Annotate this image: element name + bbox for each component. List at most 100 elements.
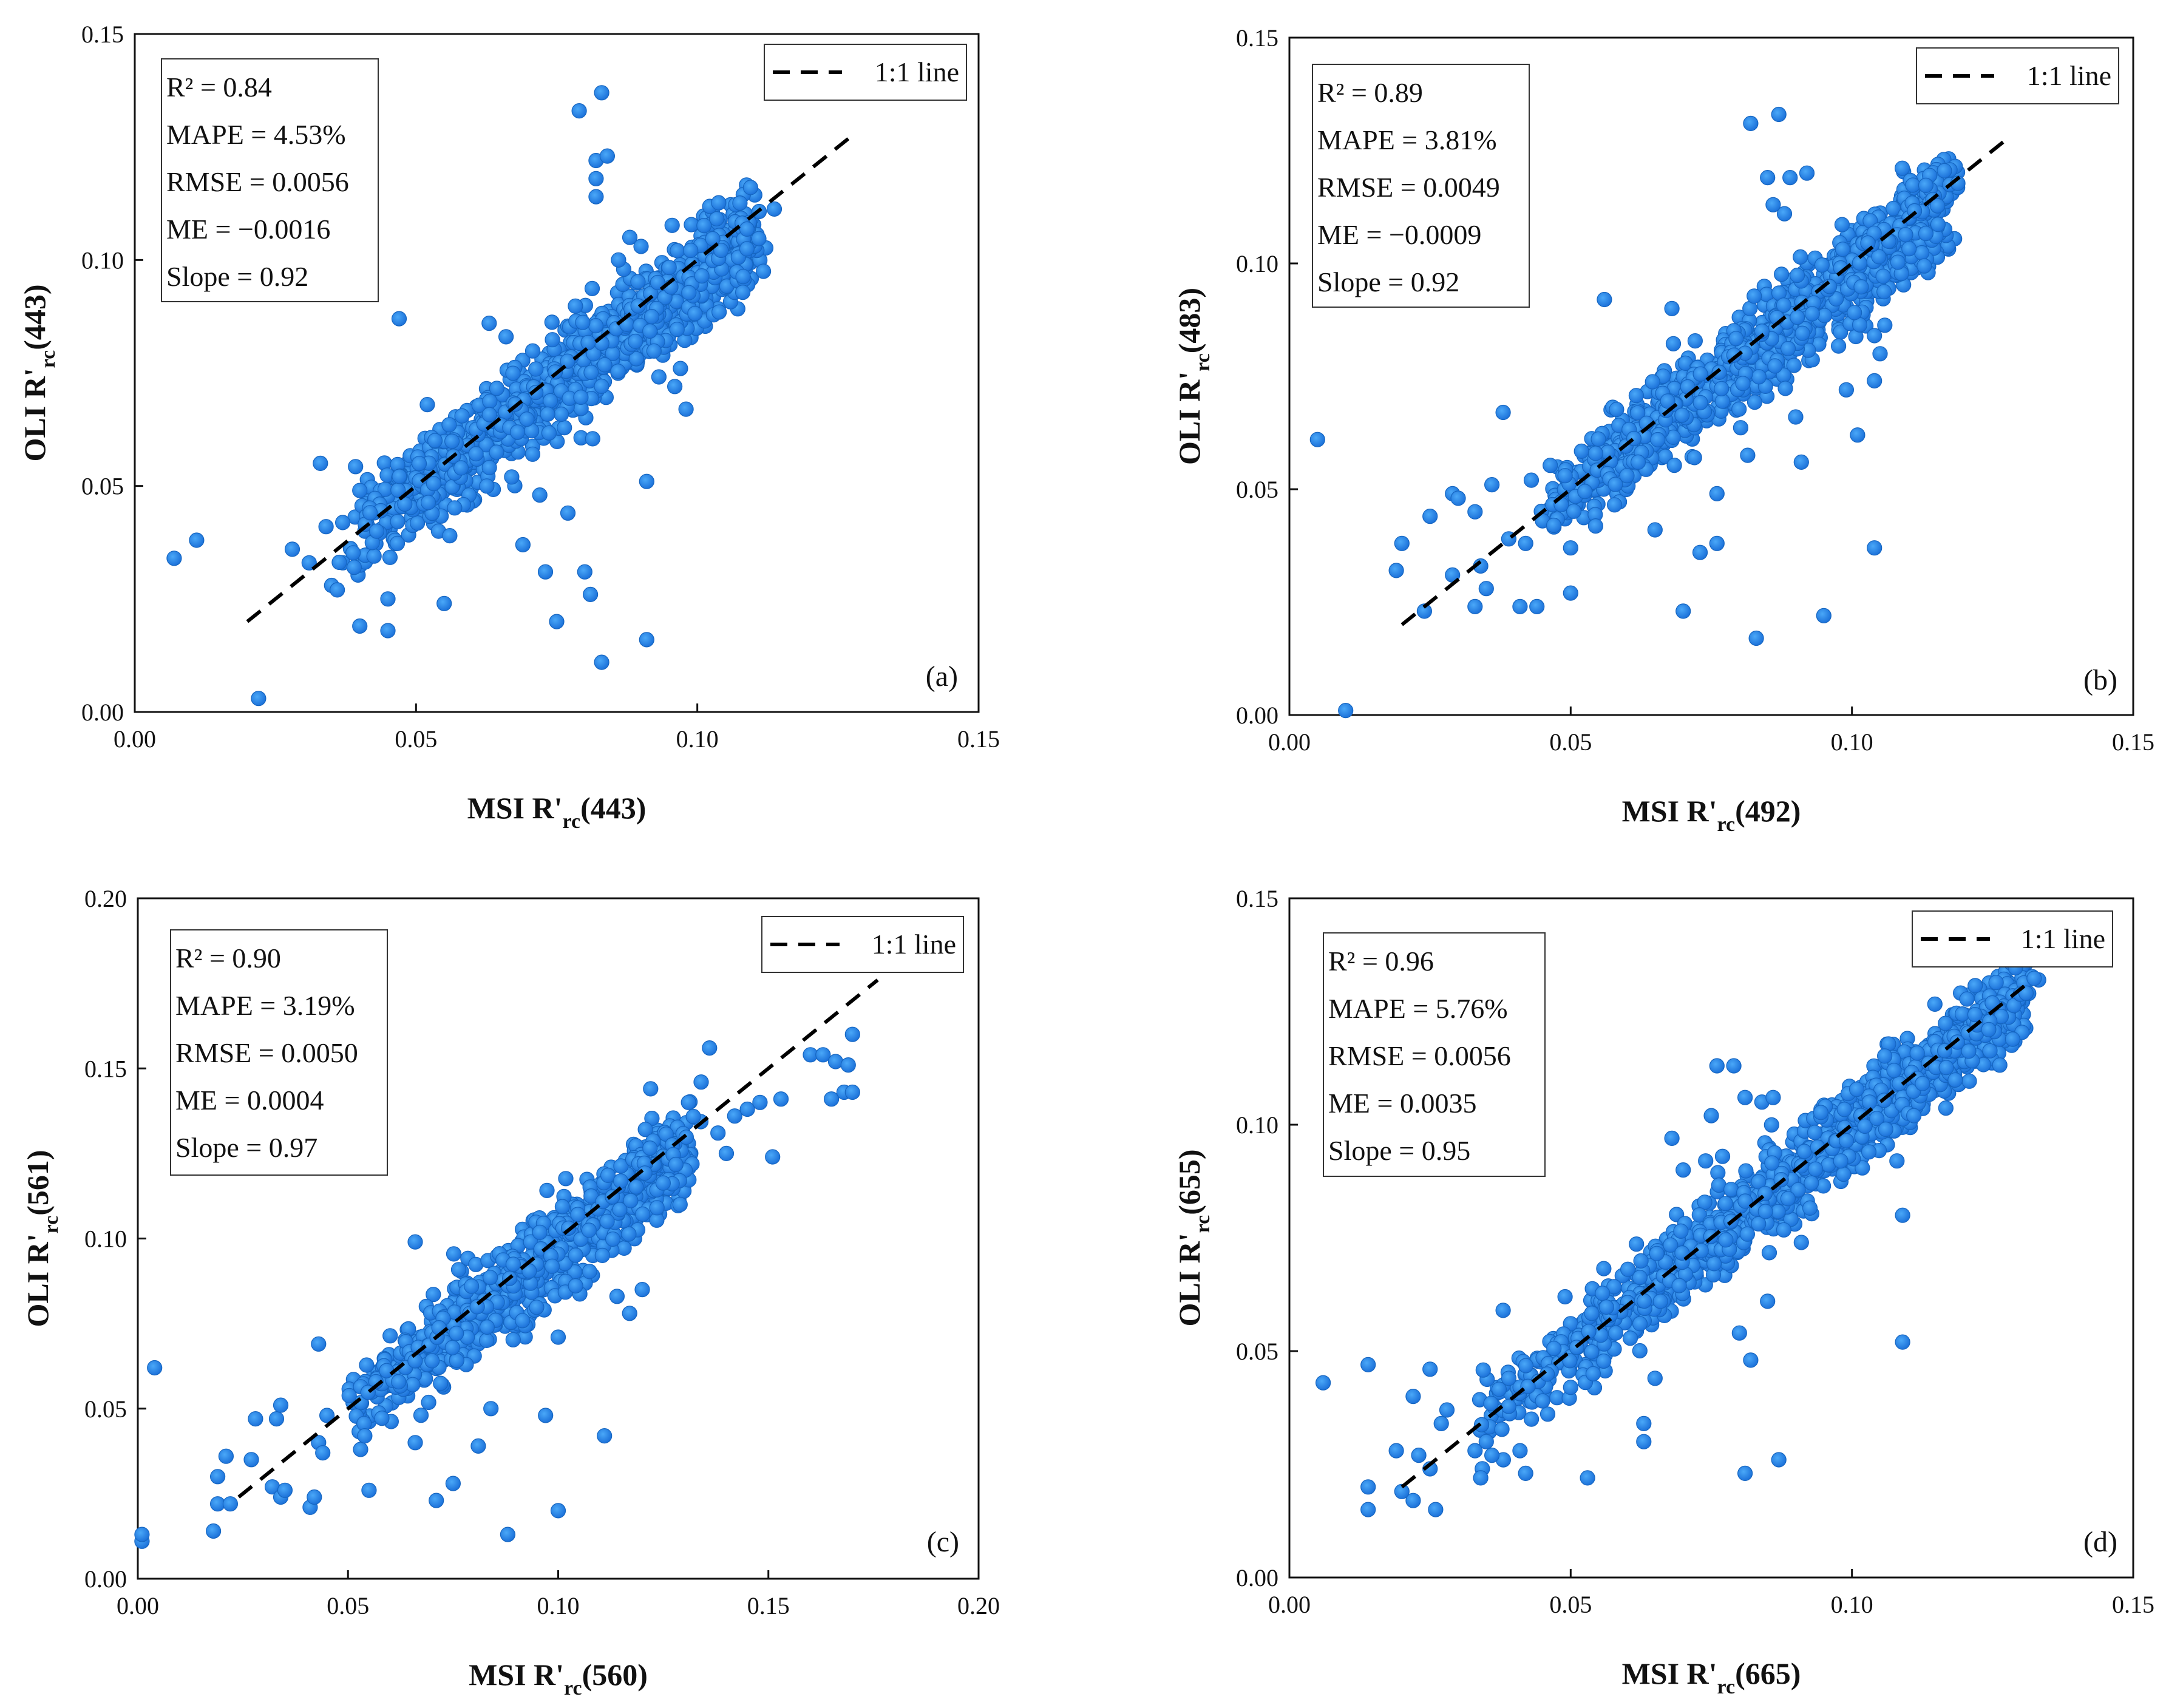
panel-c-data-point [685,1108,701,1125]
panel-d-data-point [1877,1048,1893,1064]
panel-b-data-point [1543,458,1558,473]
panel-c-data-point [554,1199,571,1215]
panel-a-data-point [505,365,521,381]
panel-b-outlier-point [1422,508,1438,524]
panel-c-outlier-point [634,1282,650,1298]
panel-c-outlier-point [815,1047,831,1063]
panel-c-outlier-point [773,1091,789,1107]
panel-d-data-point [1632,1343,1648,1359]
panel-c-data-point [449,1326,464,1341]
panel-a-outlier-point [515,537,531,553]
panel-c-stat-1: MAPE = 3.19% [175,990,355,1021]
panel-a-data-point [478,437,494,453]
panel-a-data-point [553,406,569,422]
panel-a-data-point [755,263,772,279]
panel-c-outlier-point [609,1289,625,1304]
panel-c-outlier-point [622,1306,637,1321]
panel-b-outlier-point [1467,504,1483,520]
panel-a-data-point [735,269,751,285]
panel-b-data-point [1914,245,1930,261]
panel-a-data-point [481,407,497,422]
panel-a-x-tick-label: 0.15 [957,725,1000,753]
panel-c-outlier-point [206,1523,222,1539]
panel-d-data-point [1849,1082,1865,1097]
panel-c-data-point [505,1256,521,1272]
panel-a-outlier-point [673,361,688,376]
panel-c-panel-label: (c) [927,1526,959,1558]
panel-b-outlier-point [1512,598,1528,615]
panel-a-outlier-point [678,401,694,417]
panel-a-outlier-point [419,396,435,413]
panel-c-data-point [634,1206,651,1222]
panel-c-data-point [444,1340,460,1355]
panel-a-data-point [366,548,382,564]
panel-d-data-point [1813,1105,1828,1120]
panel-a-data-point [489,381,505,396]
panel-c-data-point [413,1408,429,1423]
panel-b-data-point [1847,305,1862,320]
panel-a-outlier-point [532,487,548,503]
panel-b-data-point [1692,395,1708,411]
panel-c-outlier-point [470,1438,486,1454]
panel-b-stat-2: RMSE = 0.0049 [1317,172,1500,203]
panel-a-data-point [557,419,572,436]
panel-a-outlier-point [628,333,643,350]
panel-a-outlier-point [611,252,626,268]
panel-a-stat-3: ME = −0.0016 [166,214,330,245]
panel-a-outlier-point [594,85,609,101]
panel-a-data-point [544,314,560,330]
panel-b-data-point [1794,325,1810,341]
panel-a-data-point [584,280,600,296]
panel-c-outlier-point [210,1469,226,1485]
panel-d-data-point [1633,1253,1649,1269]
panel-c-outlier-point [752,1094,768,1110]
panel-a-data-point [441,417,457,433]
panel-b-data-point [1735,376,1751,391]
panel-b-outlier-point [1799,165,1815,181]
panel-b-outlier-point [1338,702,1354,719]
panel-d-data-point [1595,1286,1611,1301]
panel-c-data-point [478,1332,495,1348]
panel-c-outlier-point [273,1397,289,1413]
panel-a-data-point [468,446,484,462]
panel-a-outlier-point [352,483,368,498]
panel-c-data-point [613,1173,629,1189]
panel-c-x-tick-label: 0.15 [747,1592,790,1619]
panel-b-data-point [1793,249,1808,265]
panel-a-outlier-point [329,582,345,598]
panel-a-data-point [528,361,544,377]
panel-b-stat-3: ME = −0.0009 [1317,219,1481,250]
panel-c-stat-4: Slope = 0.97 [175,1132,317,1163]
panel-a-data-point [588,317,604,334]
panel-b-outlier-point [1872,346,1888,362]
panel-a-data-point [525,343,541,359]
panel-c-outlier-point [500,1527,516,1542]
panel-b-data-point [1767,358,1783,374]
panel-b-data-point [1609,401,1624,418]
panel-a-data-point [630,298,646,314]
panel-d-data-point [1776,1222,1791,1238]
panel-c-outlier-point [222,1496,238,1512]
panel-a-y-tick-label: 0.05 [81,473,124,500]
panel-b-outlier-point [1760,170,1776,186]
panel-a-data-point [669,322,685,337]
panel-c-outlier-point [840,1057,856,1073]
panel-a-data-point [427,433,443,449]
panel-a-data-point [610,364,626,379]
panel-a-data-point [481,459,497,476]
panel-c-data-point [605,1231,621,1247]
panel-d-x-axis-title: MSI R'rc(665) [1622,1656,1801,1698]
panel-b-outlier-point [1867,328,1883,344]
panel-a-data-point [444,433,460,449]
panel-d-y-tick-label: 0.05 [1236,1338,1278,1365]
panel-d-data-point [1629,1236,1645,1252]
panel-a-outlier-point [537,564,554,580]
panel-a-data-point [739,241,755,257]
panel-a-data-point [568,298,583,314]
panel-c-outlier-point [248,1411,263,1427]
panel-a-data-point [687,305,703,322]
panel-a-outlier-point [498,329,514,345]
panel-c-outlier-point [681,1094,696,1110]
panel-a-legend-label: 1:1 line [875,56,959,87]
panel-a-scatter-points [166,85,783,707]
